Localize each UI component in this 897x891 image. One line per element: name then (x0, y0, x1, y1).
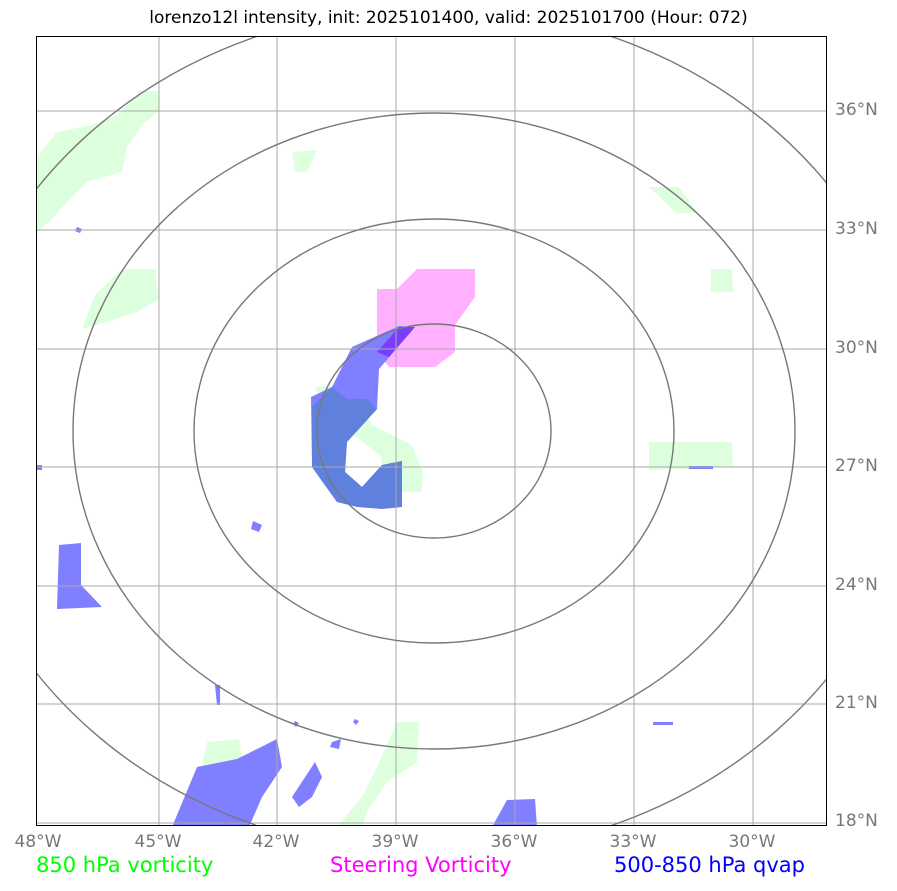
graticule (37, 37, 826, 825)
map-panel (36, 36, 827, 826)
map-canvas (37, 37, 826, 825)
lat-label-24n: 24°N (835, 575, 878, 595)
qvap-shading (37, 227, 713, 825)
lon-label-36w: 36°W (490, 832, 538, 852)
lon-label-33w: 33°W (609, 832, 657, 852)
lat-label-33n: 33°N (835, 219, 878, 239)
lon-label-45w: 45°W (134, 832, 182, 852)
qvap-overlap-shading (312, 387, 402, 509)
lat-label-30n: 30°N (835, 338, 878, 358)
lon-label-39w: 39°W (371, 832, 419, 852)
range-rings (37, 37, 826, 825)
lat-label-18n: 18°N (835, 811, 878, 831)
lon-label-30w: 30°W (728, 832, 776, 852)
lat-label-36n: 36°N (835, 100, 878, 120)
lon-label-42w: 42°W (252, 832, 300, 852)
legend-steering-vorticity: Steering Vorticity (330, 853, 512, 877)
lon-label-48w: 48°W (14, 832, 62, 852)
legend-qvap: 500-850 hPa qvap (614, 853, 805, 877)
lat-label-21n: 21°N (835, 693, 878, 713)
map-title: lorenzo12l intensity, init: 2025101400, … (149, 8, 748, 28)
legend-850-vorticity: 850 hPa vorticity (36, 853, 214, 877)
lat-label-27n: 27°N (835, 456, 878, 476)
vorticity-850-shading (37, 91, 733, 825)
